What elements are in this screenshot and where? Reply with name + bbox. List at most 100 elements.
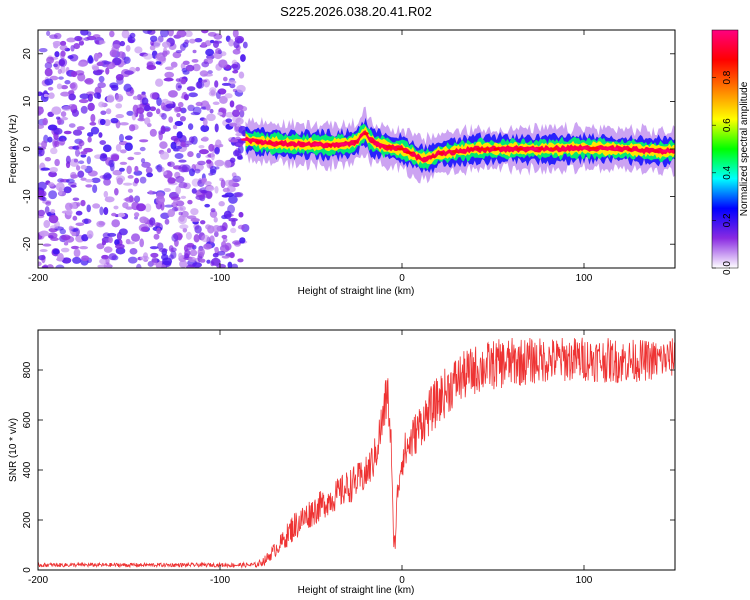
spectrogram-noise-cell	[45, 201, 52, 206]
spectrogram-noise-cell	[232, 48, 241, 55]
spectrogram-noise-cell	[40, 167, 51, 171]
spectrogram-noise-cell	[204, 203, 211, 208]
spectrogram-noise-cell	[212, 252, 219, 258]
spectrogram-noise-cell	[184, 249, 191, 257]
spectrogram-noise-cell	[60, 84, 69, 90]
spectrogram-noise-cell	[99, 118, 106, 126]
spectrogram-noise-cell	[200, 220, 206, 225]
spectrogram-noise-cell	[131, 112, 137, 121]
spectrogram-noise-cell	[227, 261, 233, 268]
spectrogram-noise-cell	[168, 245, 174, 252]
spectrogram-peak-cell	[286, 142, 292, 146]
spectrogram-noise-cell	[50, 225, 59, 229]
spectrogram-noise-cell	[127, 36, 136, 44]
spectrogram-noise-cell	[114, 188, 119, 196]
spectrogram-noise-cell	[205, 159, 212, 164]
spectrogram-peak-cell	[312, 143, 321, 146]
spectrogram-noise-cell	[105, 173, 112, 179]
spectrogram-noise-cell	[134, 195, 141, 203]
spectrogram-noise-cell	[210, 208, 216, 213]
spectrogram-noise-cell	[92, 65, 100, 71]
spectrogram-noise-cell	[168, 90, 178, 98]
spectrogram-noise-cell	[111, 44, 121, 49]
spectrogram-noise-cell	[73, 42, 81, 50]
spectrogram-noise-cell	[72, 215, 78, 221]
spectrogram-noise-cell	[139, 238, 145, 248]
spectrogram-peak-cell	[369, 140, 375, 144]
colorbar-tick-label: 0.6	[722, 118, 733, 132]
spectrogram-noise-cell	[204, 181, 212, 186]
spectrogram-noise-cell	[127, 156, 135, 161]
spectrogram-noise-cell	[155, 53, 165, 62]
spectrogram-noise-cell	[175, 82, 182, 91]
y-tick-label: 0	[22, 567, 33, 573]
spectrogram-noise-cell	[229, 157, 236, 163]
spectrogram-noise-cell	[160, 212, 170, 220]
spectrogram-noise-cell	[148, 189, 153, 195]
spectrogram-noise-cell	[96, 61, 104, 67]
spectrogram-noise-cell	[71, 231, 77, 237]
snr-series-line	[38, 337, 675, 569]
spectrogram-noise-cell	[39, 230, 50, 237]
spectrogram-noise-cell	[135, 66, 141, 72]
spectrogram-noise-cell	[170, 135, 180, 141]
spectrogram-noise-cell	[221, 222, 228, 231]
spectrogram-noise-cell	[119, 40, 126, 47]
spectrogram-noise-cell	[68, 181, 77, 187]
spectrogram-noise-cell	[201, 177, 206, 184]
spectrogram-noise-cell	[157, 242, 164, 250]
spectrogram-noise-cell	[212, 40, 220, 49]
spectrogram-noise-cell	[209, 108, 214, 114]
spectrogram-noise-cell	[231, 263, 238, 268]
x-tick-label: 0	[399, 273, 405, 284]
spectrogram-noise-cell	[236, 37, 243, 44]
spectrogram-noise-cell	[187, 123, 194, 131]
spectrogram-noise-cell	[205, 48, 215, 56]
spectrogram-noise-cell	[47, 136, 53, 143]
spectrogram-peak-cell	[416, 156, 422, 160]
spectrogram-noise-cell	[179, 205, 186, 212]
spectrogram-noise-cell	[97, 264, 108, 268]
spectrogram-noise-cell	[194, 38, 203, 43]
spectrogram-noise-cell	[227, 204, 235, 214]
spectrogram-noise-cell	[78, 40, 85, 46]
spectrogram-noise-cell	[103, 178, 111, 186]
spectrogram-noise-cell	[99, 140, 107, 145]
spectrogram-noise-cell	[52, 40, 62, 47]
spectrogram-noise-cell	[176, 131, 183, 139]
spectrogram-noise-cell	[90, 113, 96, 123]
spectrogram-noise-cell	[207, 70, 213, 75]
spectrogram-noise-cell	[63, 186, 72, 194]
spectrogram-noise-cell	[124, 142, 133, 151]
spectrogram-noise-cell	[192, 49, 197, 54]
spectrogram-noise-cell	[136, 203, 146, 212]
spectrogram-noise-cell	[76, 126, 85, 131]
spectrogram-noise-cell	[195, 80, 205, 89]
spectrogram-noise-cell	[167, 177, 176, 184]
spectrogram-noise-cell	[238, 211, 244, 218]
spectrogram-noise-cell	[71, 109, 80, 117]
spectrogram-noise-cell	[201, 42, 207, 48]
spectrogram-noise-cell	[87, 56, 94, 64]
spectrogram-peak-cell	[562, 147, 568, 150]
spectrogram-noise-cell	[47, 124, 58, 131]
spectrogram-noise-cell	[240, 54, 246, 62]
spectrogram-noise-cell	[64, 202, 73, 211]
spectrogram-noise-cell	[96, 220, 105, 228]
spectrogram-noise-cell	[136, 263, 142, 268]
y-tick-label: 400	[22, 461, 33, 478]
spectrogram-noise-cell	[143, 252, 148, 260]
spectrogram-noise-cell	[235, 132, 243, 137]
spectrogram-noise-cell	[150, 35, 158, 42]
spectrogram-noise-cell	[52, 248, 60, 255]
spectrogram-noise-cell	[105, 108, 112, 115]
spectrogram-noise-cell	[201, 136, 209, 142]
spectrogram-noise-cell	[140, 226, 149, 232]
spectrogram-noise-cell	[198, 149, 209, 155]
spectrogram-noise-cell	[63, 241, 69, 246]
spectrogram-noise-cell	[174, 120, 184, 127]
spectrogram-noise-cell	[39, 249, 48, 253]
spectrogram-noise-cell	[186, 86, 196, 92]
spectrogram-noise-cell	[175, 49, 183, 54]
